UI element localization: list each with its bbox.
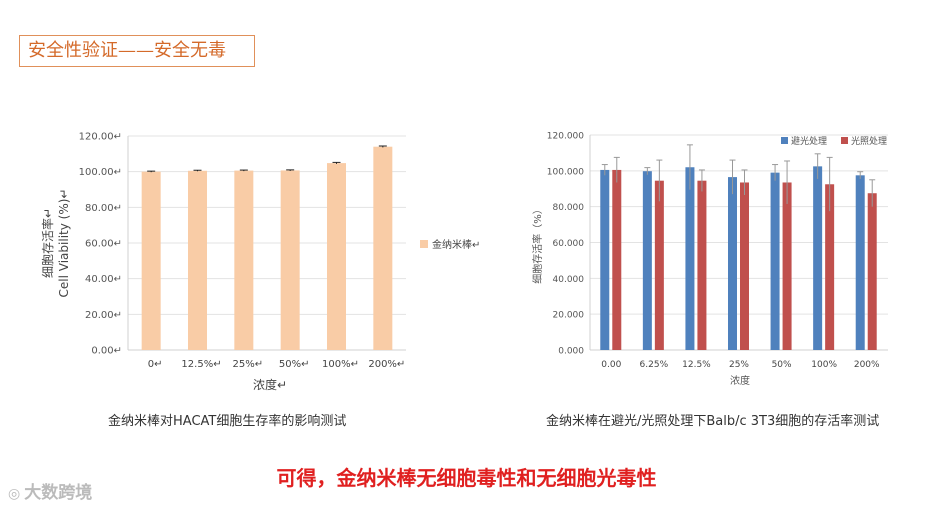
left-bar xyxy=(280,170,300,350)
left-legend-label: 金纳米棒↵ xyxy=(432,238,480,251)
left-x-tick-label: 0↵ xyxy=(148,359,163,370)
watermark-icon: ◎ xyxy=(8,486,21,502)
right-chart-caption: 金纳米棒在避光/光照处理下Balb/c 3T3细胞的存活率测试 xyxy=(546,414,880,429)
left-ylabel-line1: 细胞存活率↵ xyxy=(40,208,55,278)
left-y-tick-label: 120.00↵ xyxy=(79,132,122,143)
watermark: ◎ 大数跨境 xyxy=(8,478,92,503)
left-x-tick-label: 100%↵ xyxy=(322,359,359,370)
left-y-tick-labels: 0.00↵ 20.00↵ 40.00↵ 60.00↵ 80.00↵ 100.00↵ 120.… xyxy=(79,132,122,357)
left-bar xyxy=(141,171,161,350)
left-y-tick-label: 20.00↵ xyxy=(85,310,122,321)
left-x-tick-label: 50%↵ xyxy=(279,359,310,370)
left-y-tick-label: 40.00↵ xyxy=(85,274,122,285)
left-y-tick-label: 60.00↵ xyxy=(85,239,122,250)
left-y-tick-label: 0.00↵ xyxy=(91,346,122,357)
left-x-tick-labels: 0↵ 12.5%↵ 25%↵ 50%↵ 100%↵ 200%↵ xyxy=(148,359,406,370)
left-x-tick-label: 200%↵ xyxy=(368,359,405,370)
conclusion-text: 可得，金纳米棒无细胞毒性和无细胞光毒性 xyxy=(276,466,657,490)
watermark-text: 大数跨境 xyxy=(24,483,93,503)
left-x-tick-label: 25%↵ xyxy=(233,359,264,370)
left-bar xyxy=(188,170,207,350)
left-bars xyxy=(141,145,393,350)
left-y-tick-label: 80.00↵ xyxy=(85,203,122,214)
left-legend-swatch xyxy=(420,240,428,248)
left-bar xyxy=(373,146,393,350)
left-xlabel: 浓度↵ xyxy=(253,377,287,392)
left-ylabel-line2: Cell Viability (%)↵ xyxy=(57,189,71,298)
left-x-tick-label: 12.5%↵ xyxy=(181,359,221,370)
left-bar xyxy=(327,163,346,350)
left-y-tick-label: 100.00↵ xyxy=(79,167,122,178)
left-chart-caption: 金纳米棒对HACAT细胞生存率的影响测试 xyxy=(108,414,347,429)
section-title: 安全性验证——安全无毒 xyxy=(19,35,255,67)
left-gridlines xyxy=(127,135,406,351)
left-bar xyxy=(234,170,254,350)
